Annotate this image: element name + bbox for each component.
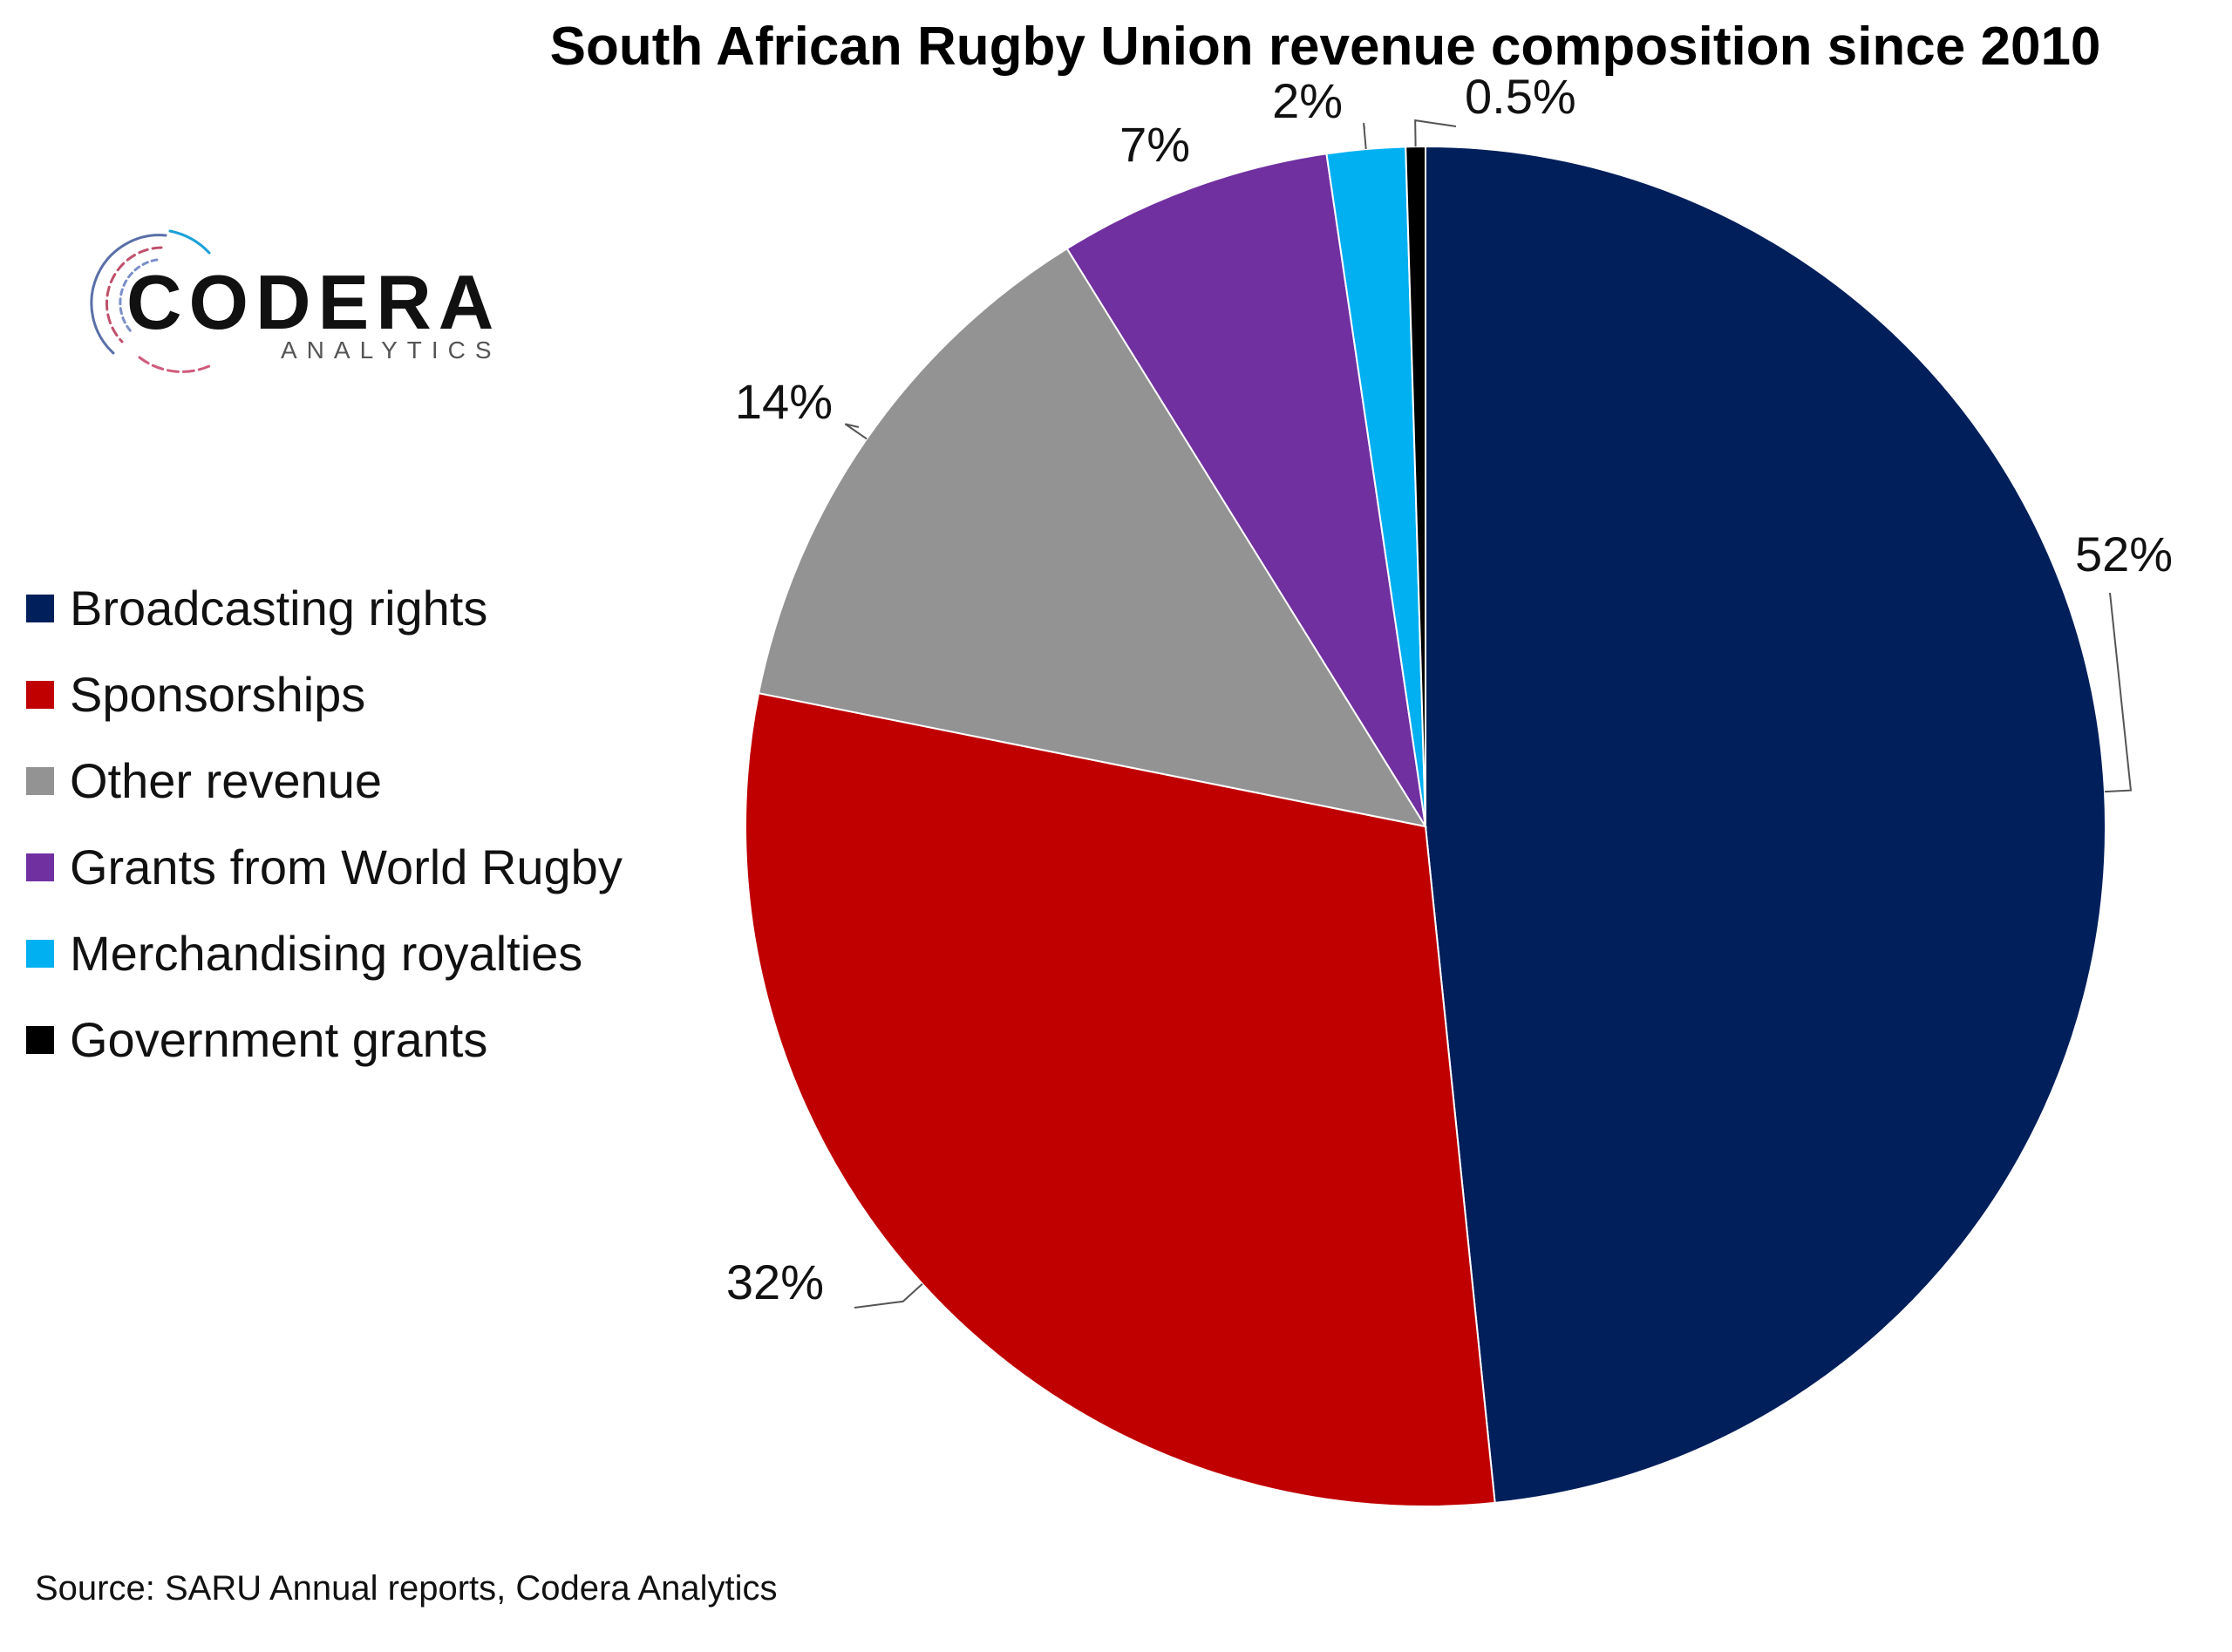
legend-swatch — [26, 594, 54, 622]
chart-title: South African Rugby Union revenue compos… — [549, 17, 2101, 77]
legend-item-grants-from-world-rugby: Grants from World Rugby — [26, 824, 623, 910]
codera-logo: CODERA ANALYTICS — [87, 227, 523, 375]
legend-item-sponsorships: Sponsorships — [26, 651, 623, 738]
pie-slice-broadcasting-rights — [1425, 145, 2106, 1505]
pie-slice-sponsorships — [745, 691, 1496, 1507]
data-label-merchandising-royalties: 2% — [1272, 73, 1343, 128]
legend-item-other-revenue: Other revenue — [26, 738, 623, 824]
legend-item-merchandising-royalties: Merchandising royalties — [26, 910, 623, 996]
legend-label: Grants from World Rugby — [70, 840, 623, 894]
legend-label: Sponsorships — [70, 667, 366, 722]
source-note: Source: SARU Annual reports, Codera Anal… — [35, 1569, 778, 1608]
legend-swatch — [26, 766, 54, 795]
legend-item-government-grants: Government grants — [26, 996, 623, 1083]
data-label-grants-from-world-rugby: 7% — [1119, 117, 1190, 172]
data-label-sponsorships: 32% — [726, 1254, 824, 1309]
data-label-other-revenue: 14% — [735, 374, 833, 429]
data-label-broadcasting-rights: 52% — [2075, 527, 2173, 581]
pie-slice-grants-from-world-rugby — [1065, 153, 1426, 827]
chart-legend: Broadcasting rights Sponsorships Other rev… — [26, 565, 623, 1083]
legend-label: Merchandising royalties — [70, 926, 583, 981]
leader-line-government-grants — [1414, 119, 1457, 147]
data-label-government-grants: 0.5% — [1465, 69, 1576, 124]
leader-line-sponsorships — [854, 1282, 923, 1309]
logo-wordmark: CODERA — [126, 259, 501, 345]
legend-swatch — [26, 680, 54, 709]
legend-swatch — [26, 1025, 54, 1054]
legend-item-broadcasting-rights: Broadcasting rights — [26, 565, 623, 651]
legend-label: Other revenue — [70, 753, 382, 808]
legend-label: Broadcasting rights — [70, 581, 488, 636]
logo-subtitle: ANALYTICS — [281, 337, 501, 364]
leader-line-broadcasting-rights — [2104, 592, 2133, 793]
legend-swatch — [26, 853, 54, 881]
leader-line-other-revenue — [844, 423, 868, 440]
codera-logo-mark-icon — [90, 229, 211, 373]
leader-line-merchandising-royalties — [1363, 122, 1367, 150]
legend-label: Government grants — [70, 1012, 488, 1067]
legend-swatch — [26, 939, 54, 968]
